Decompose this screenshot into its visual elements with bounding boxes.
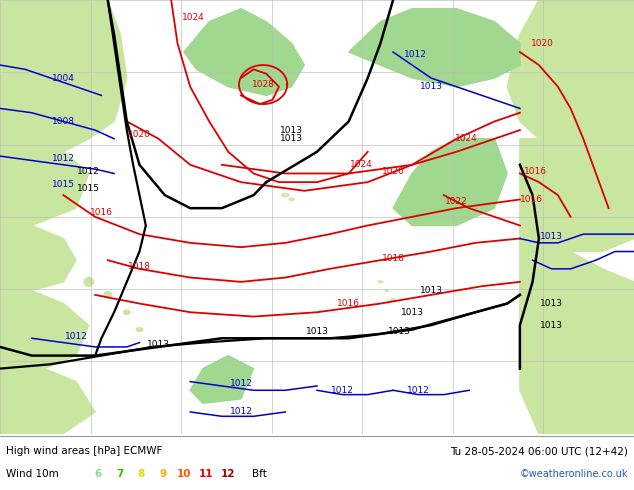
Text: 1018: 1018	[128, 262, 151, 271]
Polygon shape	[520, 217, 634, 434]
Text: 1013: 1013	[420, 82, 443, 91]
Text: 1013: 1013	[420, 286, 443, 295]
Polygon shape	[0, 356, 95, 434]
Text: 8: 8	[138, 469, 145, 479]
Text: 1013: 1013	[540, 232, 563, 241]
Text: 1013: 1013	[280, 125, 303, 135]
Ellipse shape	[385, 290, 389, 292]
Text: 1012: 1012	[331, 386, 354, 395]
Text: 1008: 1008	[52, 117, 75, 126]
Text: 1012: 1012	[407, 386, 430, 395]
Text: 1013: 1013	[388, 327, 411, 336]
Text: 11: 11	[199, 469, 213, 479]
Text: 7: 7	[116, 469, 124, 479]
Text: 1016: 1016	[520, 195, 543, 204]
Text: 1013: 1013	[306, 327, 328, 336]
Text: High wind areas [hPa] ECMWF: High wind areas [hPa] ECMWF	[6, 446, 163, 456]
Text: Tu 28-05-2024 06:00 UTC (12+42): Tu 28-05-2024 06:00 UTC (12+42)	[450, 446, 628, 456]
Polygon shape	[393, 139, 507, 225]
Polygon shape	[0, 217, 76, 291]
Text: 1012: 1012	[77, 167, 100, 176]
Ellipse shape	[124, 310, 130, 315]
Ellipse shape	[378, 281, 383, 283]
Text: 1020: 1020	[531, 39, 553, 48]
Ellipse shape	[84, 277, 94, 286]
Polygon shape	[0, 0, 127, 152]
Text: 1016: 1016	[90, 208, 113, 217]
Polygon shape	[507, 0, 634, 152]
Ellipse shape	[391, 298, 396, 300]
Text: 1012: 1012	[65, 332, 87, 341]
Text: 1012: 1012	[404, 49, 427, 59]
Text: 9: 9	[159, 469, 167, 479]
Text: 1024: 1024	[182, 13, 205, 22]
Polygon shape	[190, 356, 254, 403]
Text: 1013: 1013	[540, 321, 563, 330]
Ellipse shape	[136, 328, 143, 331]
Text: Bft: Bft	[252, 469, 267, 479]
Text: 1028: 1028	[252, 80, 275, 89]
Text: 6: 6	[94, 469, 102, 479]
Text: 1012: 1012	[230, 408, 252, 416]
Text: 10: 10	[178, 469, 191, 479]
Ellipse shape	[289, 198, 294, 201]
Text: ©weatheronline.co.uk: ©weatheronline.co.uk	[519, 469, 628, 479]
Text: 1024: 1024	[350, 160, 373, 169]
Text: 1024: 1024	[455, 134, 477, 143]
Text: 1015: 1015	[52, 180, 75, 189]
Polygon shape	[184, 9, 304, 96]
Text: 1016: 1016	[337, 299, 360, 308]
Text: 1012: 1012	[52, 154, 75, 163]
Text: 1020: 1020	[382, 167, 404, 176]
Text: 1022: 1022	[445, 197, 468, 206]
Polygon shape	[520, 130, 634, 251]
Text: 1013: 1013	[401, 308, 424, 317]
Text: 1013: 1013	[540, 299, 563, 308]
Ellipse shape	[281, 194, 289, 197]
Text: 1020: 1020	[128, 130, 151, 139]
Text: 1018: 1018	[382, 253, 404, 263]
Text: 1013: 1013	[147, 340, 170, 349]
Text: 1013: 1013	[280, 134, 303, 143]
Polygon shape	[0, 122, 89, 225]
Text: Wind 10m: Wind 10m	[6, 469, 59, 479]
Ellipse shape	[104, 292, 112, 298]
Text: 1016: 1016	[524, 167, 547, 176]
Polygon shape	[0, 277, 89, 368]
Text: 1015: 1015	[77, 184, 100, 193]
Text: 1012: 1012	[230, 379, 252, 388]
Polygon shape	[349, 9, 520, 87]
Text: 12: 12	[221, 469, 235, 479]
Text: 1004: 1004	[52, 74, 75, 82]
